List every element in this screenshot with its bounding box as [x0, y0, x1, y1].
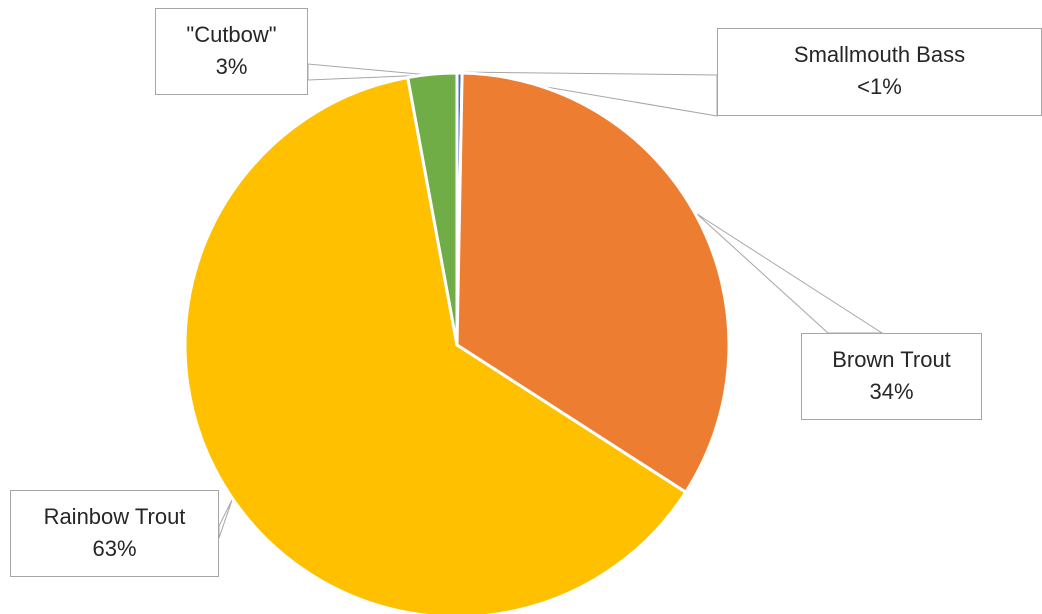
callout-smallmouth-bass: Smallmouth Bass <1% — [717, 28, 1042, 116]
callout-brown-trout: Brown Trout 34% — [801, 333, 982, 420]
label-cutbow: "Cutbow" — [186, 22, 277, 47]
callout-cutbow: "Cutbow" 3% — [155, 8, 308, 95]
label-smallmouth-bass: Smallmouth Bass — [793, 42, 966, 67]
pie-slices — [183, 71, 731, 614]
leader-rainbow-trout — [218, 499, 233, 539]
value-rainbow-trout: 63% — [92, 536, 137, 561]
leader-cutbow — [307, 63, 430, 81]
value-cutbow: 3% — [215, 54, 248, 79]
slice-rainbow-trout — [183, 76, 688, 614]
slice-cutbow — [406, 71, 459, 347]
label-rainbow-trout: Rainbow Trout — [43, 504, 186, 529]
callout-rainbow-trout: Rainbow Trout 63% — [10, 490, 219, 577]
value-smallmouth-bass: <1% — [857, 74, 902, 99]
value-brown-trout: 34% — [869, 379, 914, 404]
label-brown-trout: Brown Trout — [832, 347, 951, 372]
